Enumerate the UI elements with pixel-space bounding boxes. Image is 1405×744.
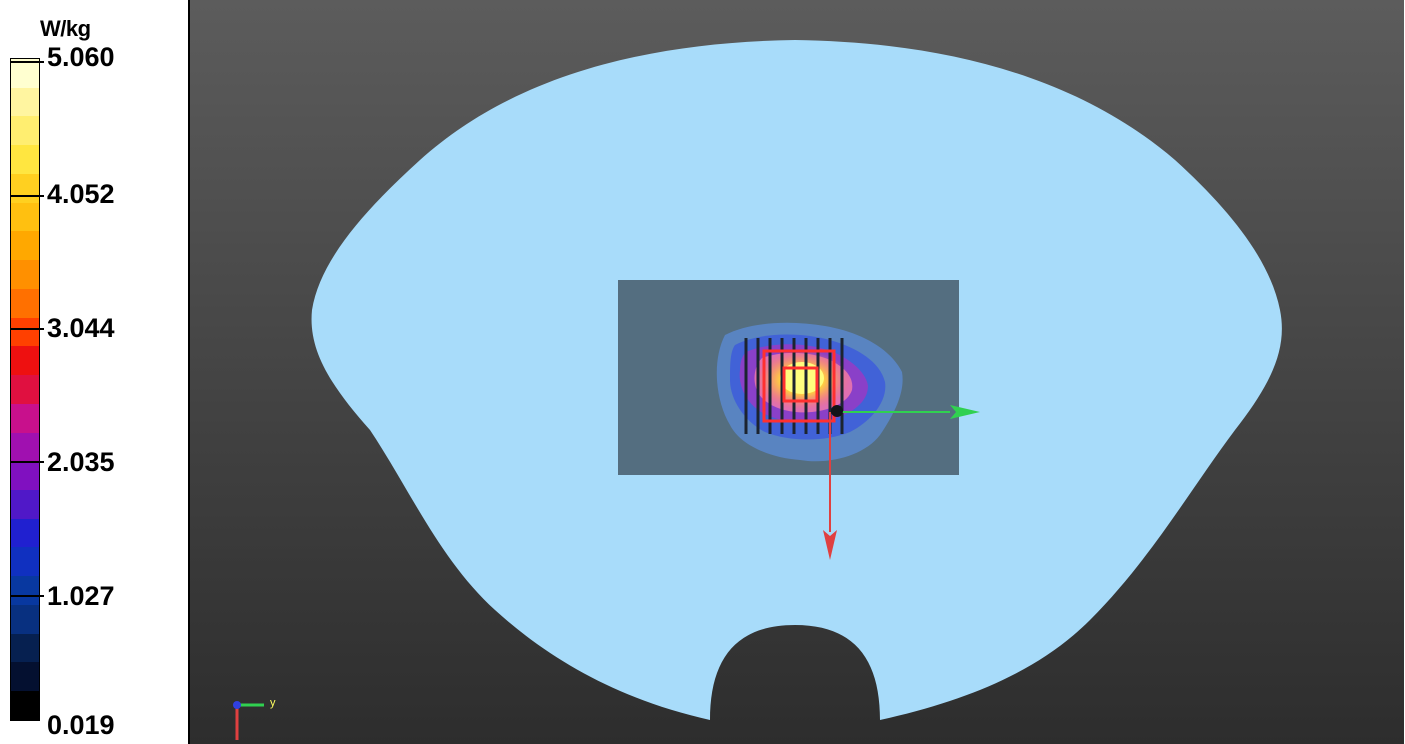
colorbar-segment [11,547,39,577]
colorbar-segment [11,317,39,347]
colorbar-segment [11,231,39,261]
colorbar-tick [10,595,44,597]
zoom-scan-outer-box [762,349,836,423]
colorbar-segment [11,288,39,318]
colorbar-segment [11,87,39,117]
colorbar-segment [11,346,39,376]
colorbar-legend: W/kg 5.060 4.052 3.044 2.035 1.027 0.019 [0,0,186,744]
y-axis-arrow [950,405,980,419]
tick-label: 4.052 [47,179,115,209]
colorbar-segment [11,518,39,548]
colorbar-tick [10,195,44,197]
tick-label-min: 0.019 [47,710,115,740]
tick-label: 3.044 [47,313,115,343]
colorbar-segment [11,260,39,289]
colorbar-segment [11,662,39,692]
scene-svg: y [233,40,1282,740]
x-axis-arrow [823,530,837,560]
orientation-y-label: y [270,697,276,709]
colorbar [10,58,40,721]
colorbar-segment [11,432,39,462]
orientation-indicator-icon: y [233,697,276,740]
colorbar-segment [11,145,39,174]
colorbar-segment [11,173,39,203]
tick-label: 1.027 [47,581,115,611]
colorbar-segment [11,490,39,519]
tick-label: 2.035 [47,447,115,477]
colorbar-segment [11,375,39,404]
colorbar-segment [11,691,39,720]
colorbar-segment [11,202,39,232]
tick-label-max: 5.060 [47,42,115,72]
zoom-scan-inner-box [782,366,819,403]
colorbar-tick [10,461,44,463]
colorbar-segment [11,576,39,605]
colorbar-segment [11,59,39,88]
legend-unit-label: W/kg [40,16,91,41]
colorbar-tick [10,61,44,63]
colorbar-segment [11,403,39,433]
sar-peak [780,362,824,394]
colorbar-segment [11,461,39,491]
origin-point [831,405,843,417]
colorbar-segment [11,116,39,146]
measurement-grid-lines [744,338,844,434]
3d-viewport[interactable]: y [188,0,1404,744]
colorbar-tick [10,328,44,330]
colorbar-segment [11,604,39,634]
colorbar-segment [11,633,39,663]
